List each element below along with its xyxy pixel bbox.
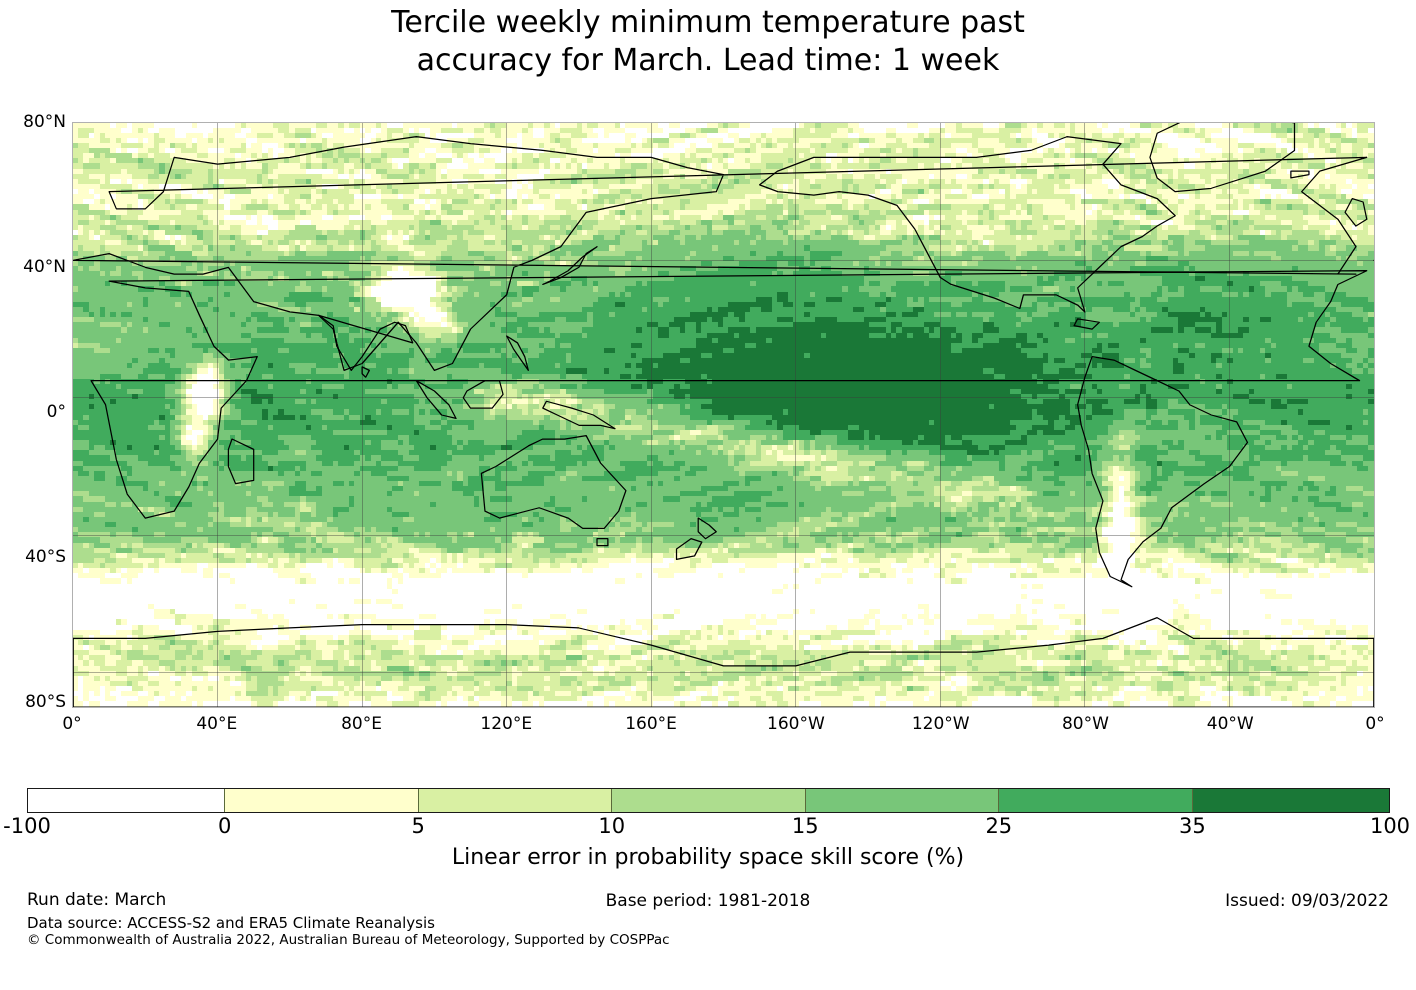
x-tick-5-160°W: 160°W [767,714,825,734]
colorbar-tick-35: 35 [1178,814,1206,838]
colorbar [27,788,1390,813]
x-tick-7-80°W: 80°W [1061,714,1109,734]
colorbar-container: -100 0 5 10 15 25 35 100 [3,788,1410,838]
colorbar-tick-15: 15 [791,814,819,838]
colorbar-tick-10: 10 [598,814,626,838]
x-tick-4-160°E: 160°E [625,714,677,734]
footer-data-source: Data source: ACCESS-S2 and ERA5 Climate … [27,914,435,932]
x-tick-3-120°E: 120°E [480,714,533,734]
colorbar-segment--100-to-0 [28,789,225,812]
y-tick-40°S: 40°S [25,547,66,568]
footer: Run date: March Data source: ACCESS-S2 a… [0,890,1416,960]
x-tick-1-40°E: 40°E [196,714,238,734]
colorbar-segment-25-to-35 [998,789,1192,812]
colorbar-tick-100: 100 [1369,814,1411,838]
map-plot-area [72,122,1375,708]
x-tick-6-120°W: 120°W [911,714,970,734]
colorbar-tick-0: 0 [217,814,232,838]
footer-issued-date: Issued: 09/03/2022 [1225,891,1389,911]
skill-score-heatmap [73,123,1374,707]
x-tick-0-0°: 0° [62,714,82,734]
x-tick-2-80°E: 80°E [341,714,382,734]
colorbar-segment-10-to-15 [611,789,805,812]
y-tick-40°N: 40°N [23,257,66,278]
footer-run-date: Run date: March [27,890,167,910]
colorbar-tick-5: 5 [411,814,425,838]
footer-base-period: Base period: 1981-2018 [605,891,811,911]
colorbar-tick--100: -100 [3,814,51,838]
footer-copyright: © Commonwealth of Australia 2022, Austra… [27,932,670,948]
x-tick-9-0°: 0° [1365,714,1385,734]
y-tick-80°S: 80°S [25,692,66,713]
colorbar-tick-25: 25 [985,814,1013,838]
x-tick-8-40°W: 40°W [1206,714,1254,734]
y-tick-0°: 0° [46,402,66,423]
colorbar-segment-15-to-25 [804,789,999,812]
colorbar-segment-5-to-10 [417,789,612,812]
y-tick-80°N: 80°N [23,112,66,132]
page-title: Tercile weekly minimum temperature past … [391,5,1025,78]
colorbar-segment-35-to-100 [1191,789,1389,812]
colorbar-segment-0-to-5 [224,789,418,812]
colorbar-label: Linear error in probability space skill … [451,845,965,870]
